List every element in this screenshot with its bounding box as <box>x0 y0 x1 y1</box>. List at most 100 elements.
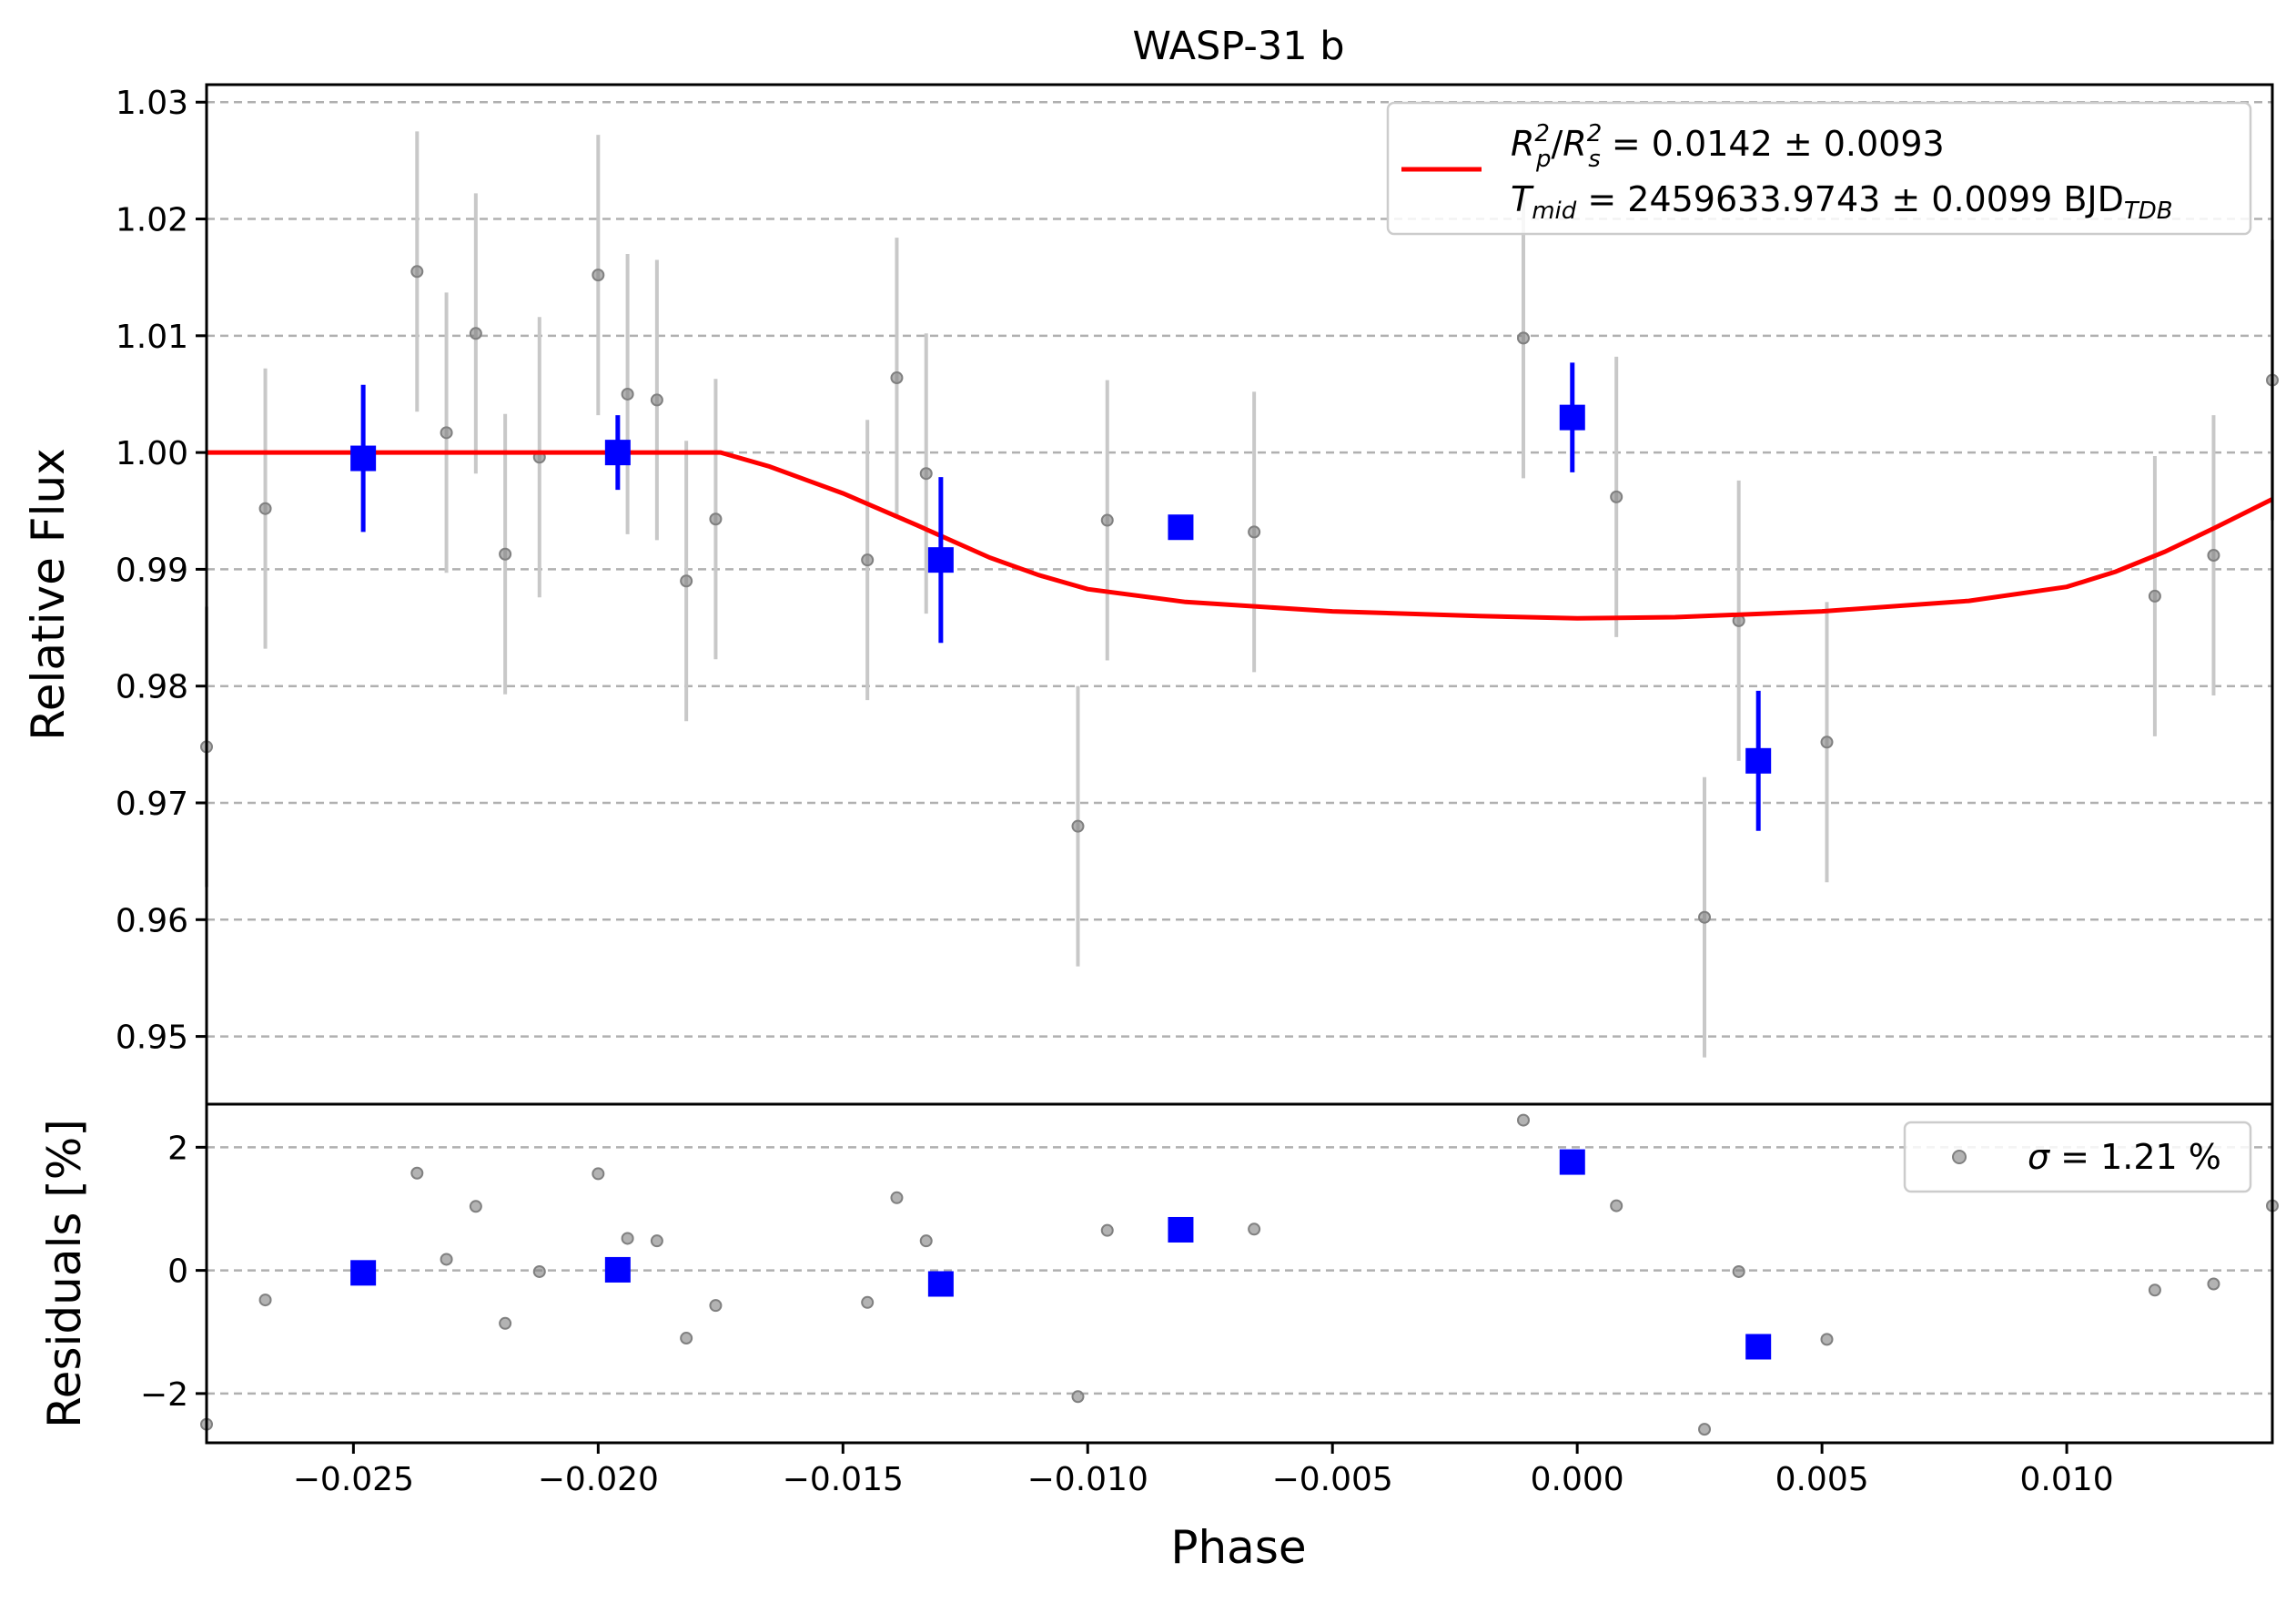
raw-data-point <box>1610 490 1623 503</box>
bottom-y-tick-label: 0 <box>167 1253 188 1291</box>
x-tick-label: −0.015 <box>783 1461 904 1498</box>
top-y-axis-ticks: 0.95 0.96 0.97 0.98 0.99 1.00 1.01 1.02 1.03 <box>116 85 207 1057</box>
raw-residual-point <box>709 1299 723 1313</box>
bottom-y-tick-label: 2 <box>167 1130 188 1167</box>
bottom-raw-residual-points <box>200 1113 2279 1436</box>
top-y-tick-label: 0.96 <box>116 902 188 939</box>
raw-residual-point <box>1071 1390 1085 1404</box>
top-y-tick-label: 0.95 <box>116 1020 188 1057</box>
top-panel: 0.95 0.96 0.97 0.98 0.99 1.00 1.01 1.02 1.03 Rel… <box>22 83 2279 1106</box>
raw-data-point <box>2148 589 2161 603</box>
binned-data-point <box>604 440 631 466</box>
binned-data-point <box>1745 747 1772 774</box>
top-y-tick-label: 0.97 <box>116 786 188 823</box>
raw-data-point <box>919 467 933 481</box>
raw-residual-point <box>890 1191 904 1204</box>
binned-residual-point <box>1168 1216 1194 1243</box>
binned-residual-point <box>1745 1334 1772 1360</box>
raw-data-point <box>861 553 875 567</box>
x-tick-label: 0.000 <box>1531 1461 1624 1498</box>
legend-mid-transit-text: Tmid = 2459633.9743 ± 0.0099 BJDTDB <box>1511 179 2173 225</box>
top-y-tick-label: 0.99 <box>116 552 188 589</box>
binned-residual-point <box>927 1271 954 1297</box>
raw-data-point <box>410 265 424 279</box>
raw-data-point <box>592 269 605 282</box>
top-binned-data-points <box>350 362 1772 831</box>
raw-residual-point <box>1516 1113 1530 1127</box>
x-tick-label: 0.010 <box>2020 1461 2114 1498</box>
raw-data-point <box>2207 549 2220 563</box>
raw-residual-point <box>621 1232 634 1245</box>
transit-model-curve <box>207 450 2274 621</box>
binned-data-point <box>1559 404 1585 431</box>
top-y-tick-label: 1.02 <box>116 202 188 239</box>
bottom-y-axis-label: Residuals [%] <box>38 1119 91 1428</box>
raw-residual-point <box>499 1316 512 1330</box>
top-y-tick-label: 1.00 <box>116 435 188 472</box>
top-raw-data-points <box>200 131 2279 1058</box>
raw-data-point <box>1820 736 1834 749</box>
raw-data-point <box>440 426 453 440</box>
top-y-tick-label: 1.01 <box>116 319 188 356</box>
chart-title: WASP-31 b <box>1132 24 1344 69</box>
top-y-tick-label: 0.98 <box>116 669 188 706</box>
raw-data-point <box>1071 819 1085 833</box>
binned-data-point <box>350 445 377 472</box>
legend-raw-point-swatch <box>1952 1150 1967 1164</box>
bottom-y-axis-ticks: −2 0 2 <box>140 1130 207 1414</box>
bottom-legend: σ = 1.21 % <box>1903 1121 2252 1193</box>
raw-residual-point <box>2207 1277 2220 1291</box>
legend-sigma-text: σ = 1.21 % <box>2028 1137 2221 1177</box>
binned-residual-point <box>350 1260 377 1286</box>
binned-data-point <box>1168 514 1194 541</box>
bottom-legend-box <box>1903 1121 2252 1193</box>
raw-data-point <box>890 371 904 385</box>
raw-residual-point <box>1820 1333 1834 1346</box>
raw-data-point <box>621 387 634 401</box>
top-legend-box <box>1386 101 2252 236</box>
binned-residual-point <box>1559 1149 1585 1175</box>
raw-data-point <box>650 393 663 407</box>
x-tick-label: −0.020 <box>538 1461 659 1498</box>
bottom-binned-residual-points <box>350 1149 1772 1360</box>
raw-data-point <box>1516 331 1530 345</box>
raw-data-point <box>469 327 482 340</box>
top-y-axis-label: Relative Flux <box>22 448 75 740</box>
raw-data-point <box>709 512 723 526</box>
raw-data-point <box>1100 513 1114 527</box>
raw-residual-point <box>1698 1423 1712 1436</box>
binned-data-point <box>927 547 954 573</box>
raw-residual-point <box>592 1167 605 1181</box>
x-tick-label: 0.005 <box>1775 1461 1869 1498</box>
x-tick-label: −0.025 <box>293 1461 414 1498</box>
x-tick-label: −0.005 <box>1272 1461 1393 1498</box>
bottom-y-tick-label: −2 <box>140 1376 188 1414</box>
legend-radius-ratio-text: R2 p/R2 s = 0.0142 ± 0.0093 <box>1511 120 1945 173</box>
raw-residual-point <box>532 1264 546 1278</box>
raw-residual-point <box>440 1253 453 1266</box>
raw-residual-point <box>469 1200 482 1213</box>
x-axis-ticks: −0.025 −0.020 −0.015 −0.010 −0.005 0.000 0.005… <box>293 1443 2114 1498</box>
raw-residual-point <box>1610 1199 1623 1212</box>
bottom-panel: −2 0 2 −0.025 −0.020 −0.015 −0.010 −0.005 0.000… <box>38 1102 2279 1574</box>
raw-residual-point <box>410 1166 424 1180</box>
bottom-panel-frame <box>205 1102 2274 1445</box>
raw-residual-point <box>861 1295 875 1309</box>
raw-residual-point <box>1732 1264 1745 1278</box>
raw-data-point <box>1248 525 1261 539</box>
raw-data-point <box>680 574 693 588</box>
raw-data-point <box>1698 910 1712 924</box>
raw-residual-point <box>2148 1283 2161 1297</box>
raw-data-point <box>258 502 272 515</box>
raw-residual-point <box>1100 1223 1114 1237</box>
raw-residual-point <box>650 1234 663 1248</box>
binned-residual-point <box>604 1256 631 1283</box>
x-axis-label: Phase <box>1170 1521 1306 1574</box>
top-legend: R2 p/R2 s = 0.0142 ± 0.0093 Tmid = 2459633… <box>1386 101 2252 236</box>
raw-residual-point <box>919 1234 933 1248</box>
raw-data-point <box>499 547 512 561</box>
x-tick-label: −0.010 <box>1027 1461 1148 1498</box>
raw-residual-point <box>680 1332 693 1345</box>
